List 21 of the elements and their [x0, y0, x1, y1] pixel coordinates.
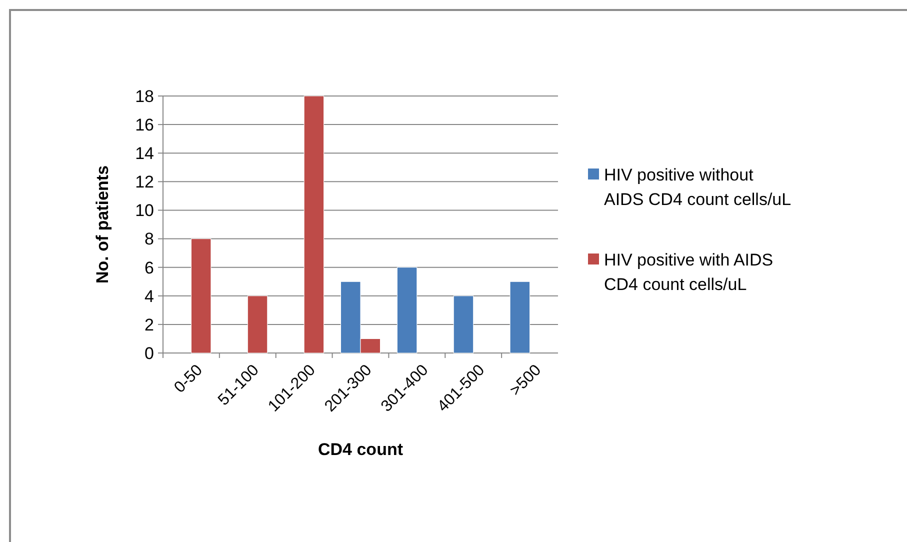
y-tick-label: 2 — [144, 315, 154, 334]
x-axis-title: CD4 count — [318, 440, 404, 459]
bar — [453, 296, 474, 354]
bar — [190, 238, 212, 354]
bar — [304, 96, 324, 354]
y-tick-label: 4 — [144, 286, 154, 306]
y-tick-label: 8 — [144, 230, 154, 249]
bar — [247, 296, 268, 354]
y-tick-label: 16 — [135, 116, 154, 135]
bar — [510, 281, 530, 354]
legend-label: HIV positive without AIDS CD4 count cells/uL — [604, 165, 792, 210]
y-tick-label: 10 — [135, 201, 154, 220]
y-tick-label: 12 — [135, 172, 154, 192]
y-tick-label: 6 — [144, 258, 154, 278]
y-tick-label: 14 — [135, 144, 154, 164]
legend-label: HIV positive with AIDS CD4 count cells/uL — [604, 250, 774, 294]
y-axis-title: No. of patients — [93, 165, 112, 284]
x-tick-label: 0-50 — [171, 362, 206, 396]
y-tick-label: 0 — [144, 344, 154, 363]
bar — [396, 267, 418, 354]
y-tick-label: 18 — [135, 86, 154, 106]
